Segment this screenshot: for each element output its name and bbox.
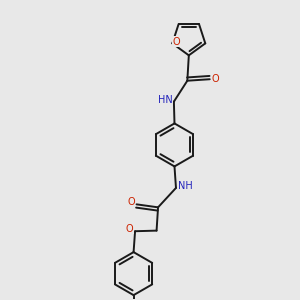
Text: O: O [172,37,180,47]
Text: O: O [211,74,219,84]
Text: HN: HN [158,95,173,105]
Text: O: O [126,224,134,234]
Text: O: O [128,197,135,207]
Text: NH: NH [178,182,192,191]
